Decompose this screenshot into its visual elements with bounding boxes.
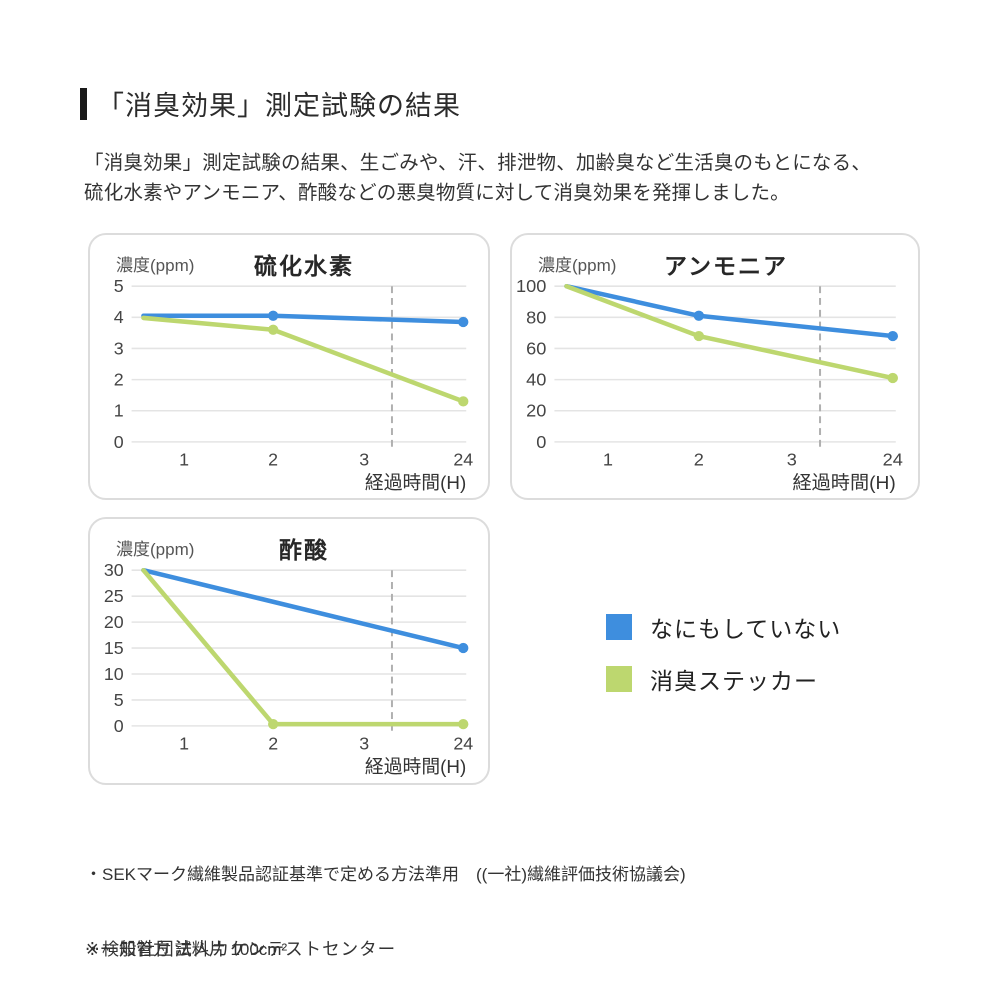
legend-swatch-blue xyxy=(606,614,632,640)
svg-text:20: 20 xyxy=(104,612,124,632)
svg-text:1: 1 xyxy=(179,734,189,754)
legend-swatch-green xyxy=(606,666,632,692)
chart-panel-acetic-acid: 0 5 10 15 20 25 30 1 2 3 24 経過時間(H) 濃度(ppm) 酢酸 xyxy=(88,517,490,785)
legend: なにもしていない 消臭ステッカー xyxy=(606,610,841,714)
svg-text:2: 2 xyxy=(114,370,124,390)
page-header: 「消臭効果」測定試験の結果 xyxy=(80,84,461,123)
svg-text:100: 100 xyxy=(516,276,546,296)
intro-paragraph: 「消臭効果」測定試験の結果、生ごみや、汗、排泄物、加齢臭など生活臭のもとになる、… xyxy=(84,152,872,205)
chart-title-ammonia: アンモニア xyxy=(663,253,789,279)
svg-text:30: 30 xyxy=(104,560,124,580)
title-accent-bar xyxy=(80,87,87,120)
footnote-line: ・SEKマーク繊維製品認証基準で定める方法準用 ((一社)繊維評価技術協議会) xyxy=(85,865,686,884)
svg-text:経過時間(H): 経過時間(H) xyxy=(792,472,895,494)
svg-text:2: 2 xyxy=(268,734,278,754)
svg-text:20: 20 xyxy=(526,401,546,421)
legend-label: 消臭ステッカー xyxy=(650,668,818,694)
svg-text:4: 4 xyxy=(114,307,124,327)
legend-item-untreated: なにもしていない xyxy=(606,610,841,644)
legend-label: なにもしていない xyxy=(650,616,842,642)
asterisk-note: ※一般社団法人カケンテストセンター xyxy=(85,939,397,959)
svg-text:3: 3 xyxy=(787,450,797,470)
chart-panel-ammonia: 0 20 40 60 80 100 1 2 3 24 経過時間(H) 濃度(ppm) アンモニア xyxy=(510,233,920,500)
y-axis-label: 濃度(ppm) xyxy=(116,540,195,559)
svg-text:0: 0 xyxy=(114,716,124,736)
y-axis-label: 濃度(ppm) xyxy=(538,256,617,275)
svg-text:40: 40 xyxy=(526,370,546,390)
chart-title-acetic-acid: 酢酸 xyxy=(279,537,329,563)
svg-text:5: 5 xyxy=(114,276,124,296)
svg-text:24: 24 xyxy=(883,450,903,470)
svg-text:15: 15 xyxy=(104,638,124,658)
svg-text:5: 5 xyxy=(114,690,124,710)
svg-text:2: 2 xyxy=(694,450,704,470)
svg-text:80: 80 xyxy=(526,307,546,327)
y-axis-label: 濃度(ppm) xyxy=(116,256,195,275)
svg-text:60: 60 xyxy=(526,339,546,359)
chart-panel-hydrogen-sulfide: 0 1 2 3 4 5 1 2 3 24 経過時間(H) 濃度(ppm) 硫化水素 xyxy=(88,233,490,500)
svg-text:経過時間(H): 経過時間(H) xyxy=(365,472,466,493)
svg-text:0: 0 xyxy=(536,432,546,452)
svg-text:経過時間(H): 経過時間(H) xyxy=(365,756,466,777)
svg-text:1: 1 xyxy=(179,450,189,470)
svg-text:2: 2 xyxy=(268,450,278,470)
svg-text:24: 24 xyxy=(453,734,473,754)
svg-text:10: 10 xyxy=(104,664,124,684)
svg-text:24: 24 xyxy=(453,450,473,470)
svg-text:25: 25 xyxy=(104,586,124,606)
legend-item-deodorant-sticker: 消臭ステッカー xyxy=(606,662,841,696)
svg-text:1: 1 xyxy=(603,450,613,470)
svg-text:3: 3 xyxy=(359,734,369,754)
page-title: 「消臭効果」測定試験の結果 xyxy=(97,91,461,121)
chart-title-hydrogen-sulfide: 硫化水素 xyxy=(254,253,354,279)
svg-text:3: 3 xyxy=(114,338,124,358)
footnote-line: ・検知管方 試料片 100cm² xyxy=(85,940,288,959)
footnotes: ・SEKマーク繊維製品認証基準で定める方法準用 ((一社)繊維評価技術協議会) … xyxy=(85,812,761,1000)
svg-text:1: 1 xyxy=(114,401,124,421)
svg-text:3: 3 xyxy=(359,450,369,470)
svg-text:0: 0 xyxy=(114,432,124,452)
